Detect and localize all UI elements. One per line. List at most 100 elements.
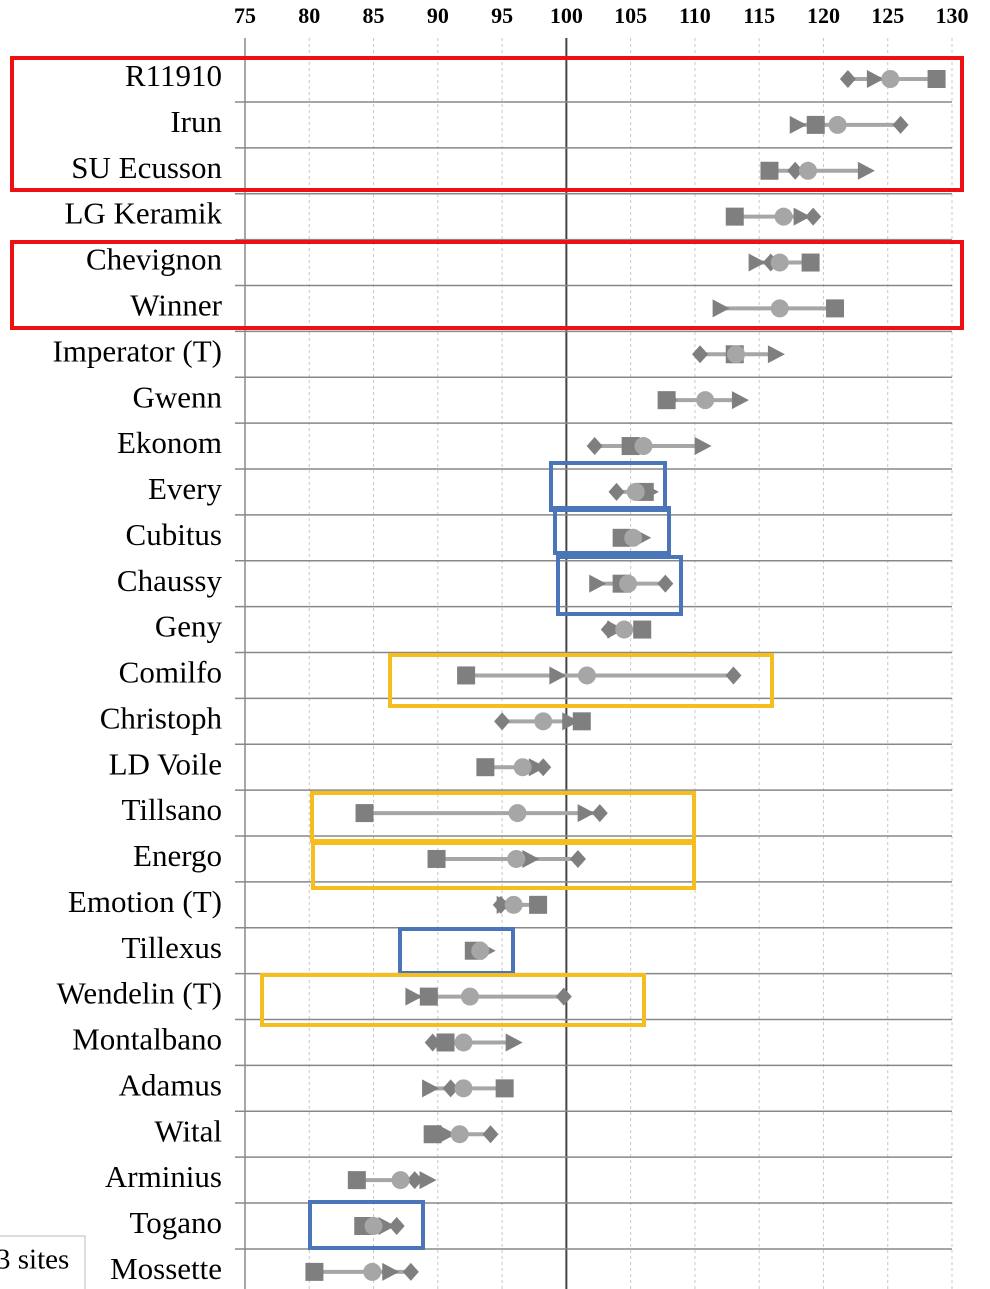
marker-circle — [828, 115, 847, 134]
marker-square — [725, 207, 744, 226]
marker-triangle — [549, 666, 567, 685]
y-tick-label: Togano — [129, 1205, 222, 1240]
marker-circle — [454, 1079, 473, 1098]
marker-circle — [624, 528, 643, 547]
marker-square — [423, 1125, 442, 1144]
marker-triangle — [857, 161, 875, 180]
x-tick-label: 125 — [871, 3, 904, 28]
marker-square — [826, 299, 845, 318]
marker-square — [633, 620, 652, 639]
x-tick-label: 80 — [298, 3, 320, 28]
marker-circle — [508, 804, 527, 823]
marker-diamond — [555, 987, 572, 1006]
marker-triangle — [577, 804, 595, 823]
marker-diamond — [787, 161, 804, 180]
marker-diamond — [424, 1033, 441, 1052]
y-tick-label: LD Voile — [109, 746, 222, 781]
marker-triangle — [641, 482, 659, 501]
y-tick-label: Cubitus — [126, 517, 222, 552]
y-tick-label: Wendelin (T) — [57, 976, 222, 1011]
y-tick-label: R11910 — [125, 58, 222, 93]
x-tick-label: 115 — [743, 3, 775, 28]
y-tick-label: Winner — [130, 288, 222, 323]
x-tick-label: 110 — [679, 3, 711, 28]
highlights — [10, 56, 964, 1250]
highlight-box — [10, 56, 964, 192]
marker-triangle — [438, 1125, 456, 1144]
marker-square — [427, 849, 446, 868]
x-tick-label: 85 — [363, 3, 385, 28]
marker-circle — [577, 666, 596, 685]
y-tick-label: Energo — [133, 838, 222, 873]
highlight-box — [308, 1200, 425, 1250]
y-tick-label: Montalbano — [72, 1022, 222, 1057]
marker-square — [457, 666, 476, 685]
marker-diamond — [600, 620, 617, 639]
marker-triangle — [522, 849, 540, 868]
marker-diamond — [482, 1125, 499, 1144]
marker-diamond — [442, 1079, 459, 1098]
marker-circle — [454, 1033, 473, 1052]
marker-diamond — [692, 345, 709, 364]
highlight-box — [260, 973, 646, 1027]
highlight-box — [398, 927, 515, 975]
marker-triangle — [866, 70, 884, 88]
marker-triangle — [562, 712, 580, 731]
plot: 75 80 85 90 95 100 105 110 115 120 125 130 R11910 Iru… — [52, 3, 969, 1289]
y-tick-label: Emotion (T) — [68, 884, 222, 919]
highlight-box — [311, 841, 696, 890]
marker-square — [572, 712, 591, 731]
marker-diamond — [657, 574, 674, 593]
marker-circle — [471, 941, 490, 960]
y-tick-label: Adamus — [119, 1067, 222, 1102]
marker-square — [305, 1262, 324, 1281]
marker-diamond — [608, 482, 625, 501]
marker-circle — [619, 574, 638, 593]
marker-circle — [799, 161, 818, 180]
marker-circle — [450, 1125, 469, 1144]
y-tick-label: Tillexus — [121, 930, 222, 965]
marker-circle — [727, 345, 746, 364]
y-tick-label: Chevignon — [86, 242, 223, 277]
marker-square — [355, 804, 374, 823]
highlight-box — [553, 506, 671, 555]
y-tick-label: Imperator (T) — [52, 333, 222, 368]
marker-circle — [507, 849, 526, 868]
marker-diamond — [406, 1171, 423, 1190]
y-tick-label: Every — [148, 471, 223, 506]
y-tick-label: Comilfo — [119, 655, 222, 690]
marker-circle — [513, 758, 532, 777]
marker-triangle — [422, 1079, 440, 1098]
marker-circle — [881, 70, 900, 88]
marker-circle — [770, 299, 789, 318]
marker-diamond — [725, 666, 742, 685]
marker-diamond — [535, 758, 552, 777]
marker-square — [801, 253, 820, 272]
marker-triangle — [712, 299, 730, 318]
marker-diamond — [591, 804, 608, 823]
annotation-box — [0, 1235, 86, 1289]
marker-square — [419, 987, 438, 1006]
marker-circle — [534, 712, 553, 731]
x-tick-label: 90 — [427, 3, 449, 28]
y-tick-label: Mossette — [110, 1251, 222, 1286]
y-tick-label: Chaussy — [117, 563, 223, 598]
marker-circle — [460, 987, 479, 1006]
marker-triangle — [505, 1033, 523, 1052]
marker-circle — [504, 895, 523, 914]
marker-diamond — [494, 712, 511, 731]
y-tick-label: Wital — [154, 1113, 222, 1148]
marker-circle — [696, 391, 715, 410]
marker-diamond — [586, 437, 603, 456]
y-tick-label: LG Keramik — [64, 196, 222, 231]
marker-triangle — [748, 253, 766, 272]
marker-diamond — [661, 391, 678, 410]
marker-diamond — [402, 1262, 419, 1281]
marker-triangle — [694, 437, 712, 456]
y-tick-label: Arminius — [105, 1159, 222, 1194]
marker-square — [806, 115, 825, 134]
y-tick-label: Christoph — [100, 700, 223, 735]
highlight-box — [388, 653, 774, 708]
highlight-box — [10, 240, 964, 330]
marker-diamond — [892, 115, 909, 134]
